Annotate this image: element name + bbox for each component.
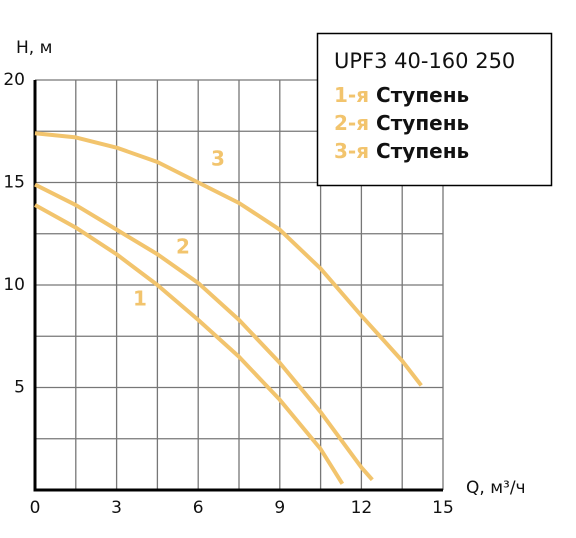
legend-text: Ступень — [376, 83, 469, 107]
x-tick-label: 6 — [193, 498, 204, 518]
curve-label: 1 — [133, 287, 147, 311]
legend-box — [316, 32, 553, 187]
curve-label: 2 — [176, 235, 190, 259]
y-axis-label: H, м — [16, 38, 52, 58]
legend-prefix: 2-я — [334, 111, 369, 135]
curve — [34, 182, 374, 482]
y-tick-label: 15 — [3, 173, 25, 193]
x-tick-label: 0 — [30, 498, 41, 518]
legend-prefix: 3-я — [334, 139, 369, 163]
x-tick-label: 15 — [432, 498, 454, 518]
curve — [34, 131, 423, 387]
x-axis-label: Q, м³/ч — [466, 478, 526, 498]
legend-entry: 3-я Ступень — [334, 139, 469, 163]
x-tick-label: 9 — [274, 498, 285, 518]
y-tick-label: 5 — [14, 378, 25, 398]
legend-text: Ступень — [376, 139, 469, 163]
x-tick-label: 3 — [111, 498, 122, 518]
legend-entry: 2-я Ступень — [334, 111, 469, 135]
legend-text: Ступень — [376, 111, 469, 135]
legend-title: UPF3 40-160 250 — [334, 49, 515, 73]
y-tick-label: 10 — [3, 275, 25, 295]
y-tick-label: 20 — [3, 70, 25, 90]
legend-entry: 1-я Ступень — [334, 83, 469, 107]
legend-prefix: 1-я — [334, 83, 369, 107]
x-tick-label: 12 — [351, 498, 373, 518]
curve-label: 3 — [211, 147, 225, 171]
curve — [34, 203, 345, 485]
